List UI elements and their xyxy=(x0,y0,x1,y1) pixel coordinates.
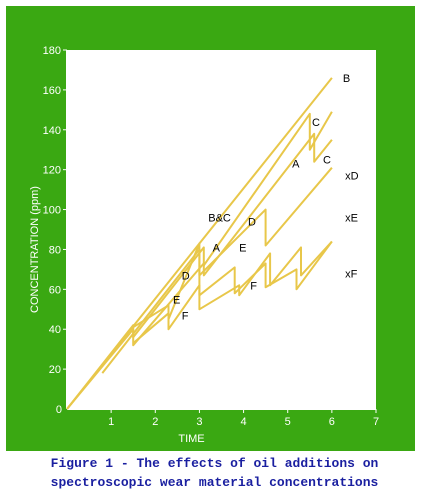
curve-label: D xyxy=(182,270,190,282)
y-axis-label: CONCENTRATION (ppm) xyxy=(29,186,41,313)
y-tick-label: 0 xyxy=(56,404,62,416)
y-tick-label: 100 xyxy=(43,205,61,217)
chart: 0 20 40 60 80 100 120 140 160 180 1 2 3 4 5 6 7 TIME CONCE… xyxy=(6,6,415,451)
x-axis-label: TIME xyxy=(178,433,204,445)
y-tick-label: 120 xyxy=(43,165,61,177)
x-tick-label: 3 xyxy=(196,416,202,428)
figure-caption: Figure 1 - The effects of oil additions … xyxy=(0,454,429,492)
y-tick-label: 60 xyxy=(49,284,61,296)
curve-label: A xyxy=(292,159,300,171)
y-tick-label: 160 xyxy=(43,85,61,97)
x-tick-label: 4 xyxy=(241,416,247,428)
series-line-f xyxy=(132,240,333,344)
curve-label: F xyxy=(250,280,257,292)
curve-label: B xyxy=(343,73,350,85)
curve-label: F xyxy=(182,310,189,322)
curve-label: xF xyxy=(345,268,358,280)
y-tick-label: 40 xyxy=(49,324,61,336)
figure-frame: 0 20 40 60 80 100 120 140 160 180 1 2 3 4 5 6 7 TIME CONCE… xyxy=(6,6,415,451)
curve-label: A xyxy=(213,242,221,254)
y-tick-label: 20 xyxy=(49,364,61,376)
caption-line-2: spectroscopic wear material concentratio… xyxy=(50,475,379,490)
y-tick-label: 140 xyxy=(43,125,61,137)
series-line-d xyxy=(101,167,333,374)
y-tick-label: 80 xyxy=(49,244,61,256)
curve-label: D xyxy=(248,217,256,229)
x-tick-label: 2 xyxy=(152,416,158,428)
x-tick-label: 7 xyxy=(373,416,379,428)
x-tick-label: 1 xyxy=(108,416,114,428)
curve-label: xE xyxy=(345,213,358,225)
plot-area xyxy=(67,50,376,409)
curve-label: xD xyxy=(345,171,359,183)
x-tick-label: 5 xyxy=(285,416,291,428)
curve-label: E xyxy=(173,294,180,306)
caption-line-1: Figure 1 - The effects of oil additions … xyxy=(50,456,379,471)
curve-label: B&C xyxy=(208,213,231,225)
y-tick-label: 180 xyxy=(43,45,61,57)
curve-label: C xyxy=(323,155,331,167)
curve-label: C xyxy=(312,117,320,129)
curve-label: E xyxy=(239,242,246,254)
x-tick-label: 6 xyxy=(329,416,335,428)
